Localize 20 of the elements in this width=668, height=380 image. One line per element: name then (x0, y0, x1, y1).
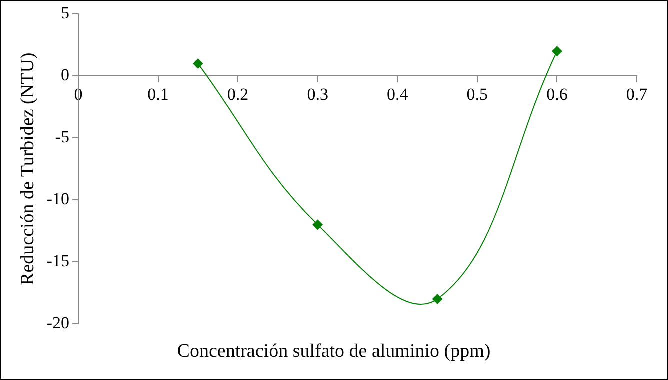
x-tick-label: 0.4 (387, 84, 409, 104)
y-tick-label: 0 (60, 66, 70, 85)
y-axis-title: Reducción de Turbidez (NTU) (17, 52, 38, 286)
x-tick-label: 0.1 (148, 84, 169, 104)
point (312, 220, 323, 230)
x-tick-label: 0.6 (546, 84, 568, 104)
y-tick-label: -15 (46, 252, 70, 271)
y-tick-label: -5 (55, 128, 70, 147)
x-tick-label: 0.7 (626, 84, 648, 104)
x-axis-title: Concentración sulfato de aluminio (ppm) (176, 341, 492, 363)
x-tick-label: 0.2 (227, 84, 249, 104)
x-tick-label: 0.3 (307, 84, 328, 104)
x-tick-label: 0.5 (466, 84, 488, 104)
y-tick-label: -10 (46, 190, 70, 209)
point (193, 58, 204, 69)
point (552, 46, 562, 56)
point (432, 294, 443, 304)
x-tick-label: 0 (74, 84, 83, 104)
y-tick-label: 5 (60, 4, 70, 23)
y-tick-label: -20 (46, 313, 70, 332)
